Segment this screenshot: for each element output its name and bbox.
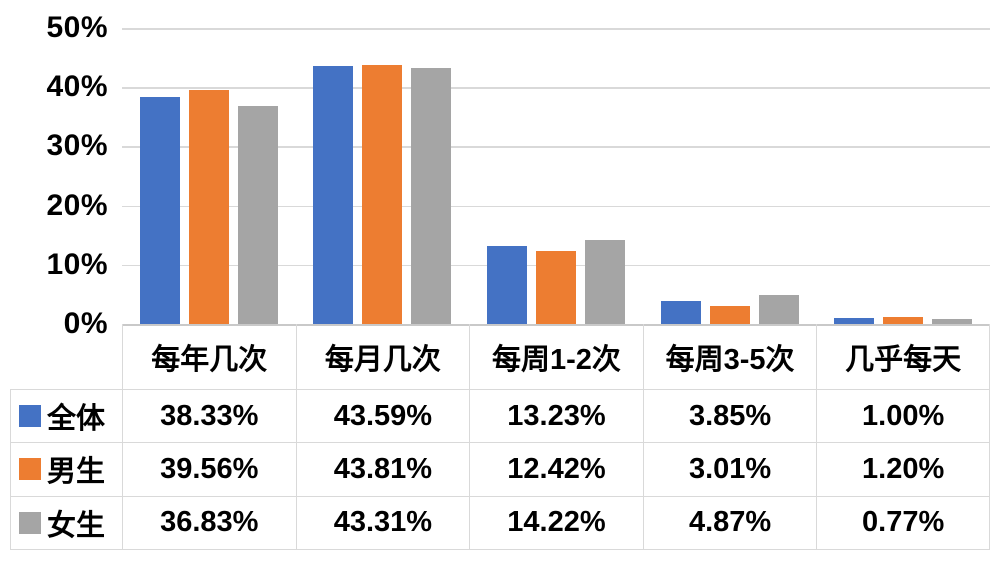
value-cell-全体-每月几次: 43.59% bbox=[295, 390, 470, 444]
bar-全体-每周3-5次 bbox=[660, 301, 701, 324]
bar-全体-几乎每天 bbox=[834, 318, 875, 324]
column-header-每周3-5次: 每周3-5次 bbox=[642, 324, 817, 390]
gridline bbox=[122, 146, 990, 148]
gridline bbox=[122, 205, 990, 208]
bar-group-2 bbox=[296, 28, 470, 324]
column-header-每月几次: 每月几次 bbox=[295, 324, 470, 390]
bar-男生-每周1-2次 bbox=[535, 250, 576, 324]
row-label: 女生 bbox=[47, 509, 106, 542]
legend-key-icon bbox=[19, 511, 41, 534]
data-table: 每年几次 每月几次 每周1-2次 每周3-5次 几乎每天全体 38.33% 43.59% 13… bbox=[10, 324, 990, 550]
bar-男生-每月几次 bbox=[362, 64, 403, 324]
value-cell-全体-每年几次: 38.33% bbox=[122, 390, 296, 444]
row-legend-女生: 女生 bbox=[10, 496, 122, 550]
y-axis: 50% 40% 30% 20% 10% 0% bbox=[0, 0, 108, 340]
value-cell-全体-每周1-2次: 13.23% bbox=[469, 390, 643, 444]
row-legend-全体: 全体 bbox=[10, 390, 122, 444]
bar-group-1 bbox=[122, 28, 296, 324]
value-cell-男生-每年几次: 39.56% bbox=[122, 443, 296, 497]
value-cell-全体-几乎每天: 1.00% bbox=[816, 390, 990, 444]
bar-全体-每月几次 bbox=[313, 65, 354, 324]
bar-女生-每月几次 bbox=[411, 67, 452, 324]
table-corner-cell bbox=[10, 324, 122, 390]
bar-全体-每年几次 bbox=[139, 97, 180, 324]
y-axis-tick-label: 50% bbox=[46, 11, 108, 44]
bar-男生-每周3-5次 bbox=[709, 306, 750, 324]
value-cell-女生-几乎每天: 0.77% bbox=[816, 496, 990, 550]
value-cell-男生-每周3-5次: 3.01% bbox=[642, 443, 817, 497]
column-header-每年几次: 每年几次 bbox=[122, 324, 296, 390]
value-cell-女生-每周1-2次: 14.22% bbox=[469, 496, 643, 550]
bar-女生-每周3-5次 bbox=[758, 295, 799, 324]
bar-男生-每年几次 bbox=[188, 89, 229, 324]
value-cell-男生-几乎每天: 1.20% bbox=[816, 443, 990, 497]
bar-group-3 bbox=[469, 28, 643, 324]
value-cell-男生-每周1-2次: 12.42% bbox=[469, 443, 643, 497]
plot-area bbox=[122, 28, 990, 326]
bar-groups bbox=[122, 28, 990, 324]
y-axis-tick-label: 20% bbox=[46, 188, 108, 222]
value-cell-全体-每周3-5次: 3.85% bbox=[642, 390, 817, 444]
legend-key-icon bbox=[19, 405, 41, 428]
bar-女生-每年几次 bbox=[237, 106, 278, 324]
value-cell-女生-每周3-5次: 4.87% bbox=[642, 496, 817, 550]
y-axis-tick-label: 40% bbox=[46, 70, 108, 104]
bar-女生-几乎每天 bbox=[932, 319, 973, 324]
column-header-每周1-2次: 每周1-2次 bbox=[469, 324, 643, 390]
bar-全体-每周1-2次 bbox=[486, 245, 527, 324]
y-axis-tick-label: 30% bbox=[46, 129, 108, 163]
legend-key-icon bbox=[19, 458, 41, 481]
row-label: 男生 bbox=[47, 456, 106, 489]
value-cell-女生-每月几次: 43.31% bbox=[295, 496, 470, 550]
row-label: 全体 bbox=[47, 403, 106, 436]
column-header-几乎每天: 几乎每天 bbox=[816, 324, 990, 390]
bar-女生-每周1-2次 bbox=[584, 239, 625, 324]
row-legend-男生: 男生 bbox=[10, 443, 122, 497]
bar-男生-几乎每天 bbox=[883, 316, 924, 324]
bar-group-5 bbox=[816, 28, 990, 324]
y-axis-tick-label: 0% bbox=[63, 307, 108, 340]
gridline bbox=[122, 87, 990, 89]
gridline bbox=[122, 28, 990, 30]
y-axis-tick-label: 10% bbox=[46, 247, 108, 281]
value-cell-女生-每年几次: 36.83% bbox=[122, 496, 296, 550]
value-cell-男生-每月几次: 43.81% bbox=[295, 443, 470, 497]
bar-group-4 bbox=[643, 28, 817, 324]
